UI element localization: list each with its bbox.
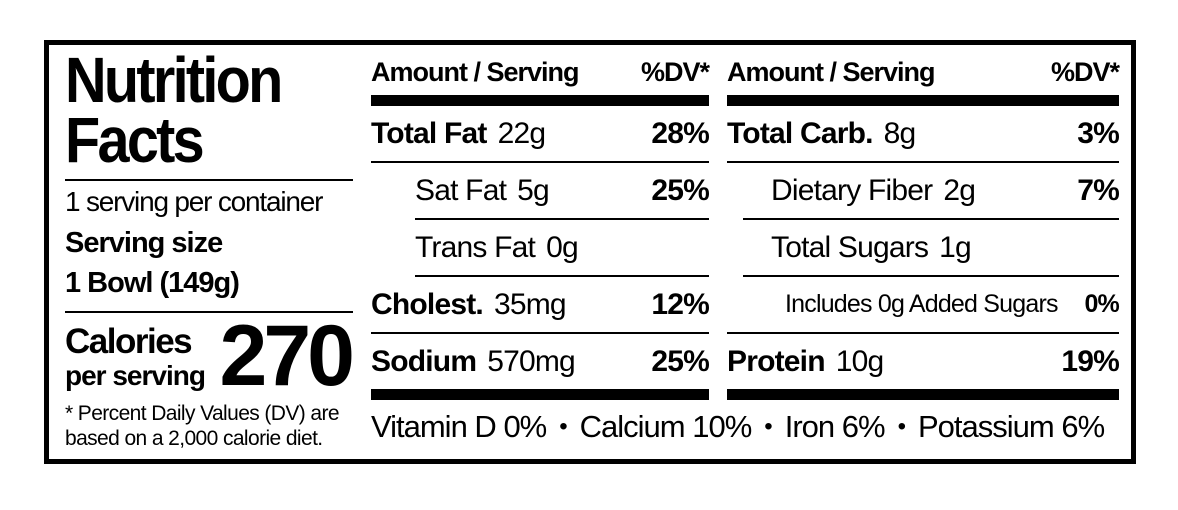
micronutrient-potassium: Potassium 6%: [917, 409, 1105, 444]
nutrient-row-cholesterol: Cholest. 35mg 12%: [371, 277, 710, 332]
amount-serving-header: Amount / Serving: [371, 57, 580, 87]
nutrient-name: Total Fat: [371, 116, 487, 150]
nutrient-amount: 22g: [497, 116, 546, 150]
divider: [727, 161, 1119, 163]
title-line-1: Nutrition: [65, 44, 283, 116]
nutrient-row-protein: Protein 10g 19%: [727, 334, 1120, 389]
serving-size-label: Serving size: [65, 227, 223, 260]
nutrient-row-sat-fat: Sat Fat 5g 25%: [371, 163, 710, 218]
nutrient-amount: 35mg: [493, 287, 567, 321]
divider: [415, 275, 709, 277]
divider: [371, 161, 709, 163]
divider: [371, 332, 709, 334]
footnote-line-1: * Percent Daily Values (DV) are: [65, 401, 340, 425]
micronutrient-value: 10%: [692, 409, 752, 444]
percent-dv-header: %DV*: [640, 57, 710, 87]
nutrient-name: Cholest.: [371, 287, 484, 321]
calories-label: Calories: [65, 321, 193, 361]
nutrient-row-total-sugars: Total Sugars 1g: [727, 220, 1119, 275]
nutrient-name: Sat Fat: [415, 173, 507, 207]
micronutrients-row: Vitamin D 0% • Calcium 10% • Iron 6% • Potassi…: [371, 409, 1121, 445]
nutrient-dv: 28%: [651, 116, 709, 150]
nutrient-name: Trans Fat: [415, 230, 536, 264]
nutrient-dv: 25%: [651, 344, 709, 378]
divider: [415, 218, 709, 220]
bullet-separator: •: [897, 413, 906, 440]
thick-divider: [727, 95, 1119, 106]
micronutrient-calcium: Calcium 10%: [579, 409, 753, 444]
calories-block: Calories per serving 270: [65, 308, 355, 405]
title-line-2: Facts: [65, 103, 205, 176]
divider: [743, 275, 1119, 277]
percent-dv-header: %DV*: [1050, 57, 1120, 87]
nutrient-dv: 3%: [1077, 116, 1120, 150]
divider: [727, 332, 1119, 334]
nutrient-column-left: Amount / Serving %DV* Total Fat 22g 28% …: [371, 57, 710, 400]
nutrition-facts-panel: Nutrition Facts 1 serving per container …: [44, 40, 1136, 464]
divider: [65, 179, 353, 182]
micronutrient-name: Calcium: [579, 409, 686, 444]
nutrient-row-dietary-fiber: Dietary Fiber 2g 7%: [727, 163, 1120, 218]
footnote-line-2: based on a 2,000 calorie diet.: [65, 427, 323, 451]
serving-size-value: 1 Bowl (149g): [65, 267, 240, 300]
micronutrient-vitamin-d: Vitamin D 0%: [371, 409, 547, 444]
nutrient-amount: 570mg: [487, 344, 576, 378]
nutrient-name: Total Carb.: [727, 116, 873, 150]
calories-sublabel: per serving: [65, 360, 206, 392]
micronutrient-iron: Iron 6%: [784, 409, 886, 444]
nutrient-name: Dietary Fiber: [771, 173, 933, 207]
micronutrient-value: 6%: [1061, 409, 1105, 444]
nutrient-dv: 7%: [1077, 173, 1120, 207]
nutrient-row-total-carb: Total Carb. 8g 3%: [727, 106, 1120, 161]
daily-value-footnote: * Percent Daily Values (DV) are based on…: [65, 401, 353, 452]
nutrient-amount: 10g: [835, 344, 884, 378]
micronutrient-value: 6%: [841, 409, 886, 444]
divider: [743, 218, 1119, 220]
nutrient-row-sodium: Sodium 570mg 25%: [371, 334, 710, 389]
calories-labels: Calories per serving: [65, 321, 206, 392]
nutrient-amount: 0g: [546, 230, 579, 264]
nutrition-facts-title: Nutrition Facts: [65, 44, 324, 176]
label-identity-column: Nutrition Facts 1 serving per container …: [65, 44, 355, 452]
bullet-separator: •: [764, 413, 772, 440]
column-header: Amount / Serving %DV*: [371, 57, 710, 95]
column-header: Amount / Serving %DV*: [727, 57, 1120, 95]
nutrient-amount: 2g: [943, 173, 976, 207]
nutrient-row-added-sugars: Includes 0g Added Sugars 0%: [727, 277, 1120, 332]
nutrient-dv: 25%: [651, 173, 709, 207]
nutrient-amount: 8g: [883, 116, 917, 150]
micronutrient-name: Vitamin D: [371, 409, 497, 444]
nutrient-name: Includes 0g Added Sugars: [785, 290, 1058, 318]
nutrient-name: Total Sugars: [771, 230, 929, 264]
nutrient-row-total-fat: Total Fat 22g 28%: [371, 106, 710, 161]
thick-divider: [371, 95, 709, 106]
nutrient-amount: 5g: [517, 173, 550, 207]
micronutrient-name: Potassium: [917, 409, 1055, 444]
amount-serving-header: Amount / Serving: [727, 57, 936, 87]
thick-divider: [727, 389, 1119, 400]
nutrient-dv: 19%: [1061, 344, 1119, 378]
nutrient-amount: 1g: [939, 230, 972, 264]
bullet-separator: •: [559, 413, 567, 440]
micronutrient-value: 0%: [503, 409, 547, 444]
nutrient-name: Protein: [727, 344, 826, 378]
servings-per-container: 1 serving per container: [65, 186, 323, 218]
thick-divider: [371, 389, 709, 400]
micronutrient-name: Iron: [784, 409, 835, 444]
nutrient-dv: 12%: [651, 287, 709, 321]
nutrient-column-right: Amount / Serving %DV* Total Carb. 8g 3% …: [727, 57, 1120, 400]
nutrient-dv: 0%: [1084, 290, 1119, 318]
nutrient-row-trans-fat: Trans Fat 0g: [371, 220, 709, 275]
divider: [65, 311, 353, 314]
calories-value: 270: [219, 308, 355, 405]
nutrient-name: Sodium: [371, 344, 477, 378]
